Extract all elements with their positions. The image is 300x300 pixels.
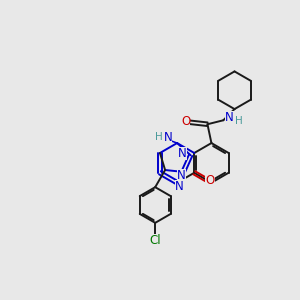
Text: N: N [177, 169, 186, 182]
Text: N: N [164, 130, 172, 144]
Text: N: N [178, 147, 187, 160]
Text: O: O [206, 174, 215, 187]
Text: N: N [175, 180, 184, 193]
Text: O: O [181, 115, 190, 128]
Text: H: H [155, 132, 163, 142]
Text: Cl: Cl [149, 234, 161, 247]
Text: N: N [225, 111, 234, 124]
Text: H: H [235, 116, 243, 126]
